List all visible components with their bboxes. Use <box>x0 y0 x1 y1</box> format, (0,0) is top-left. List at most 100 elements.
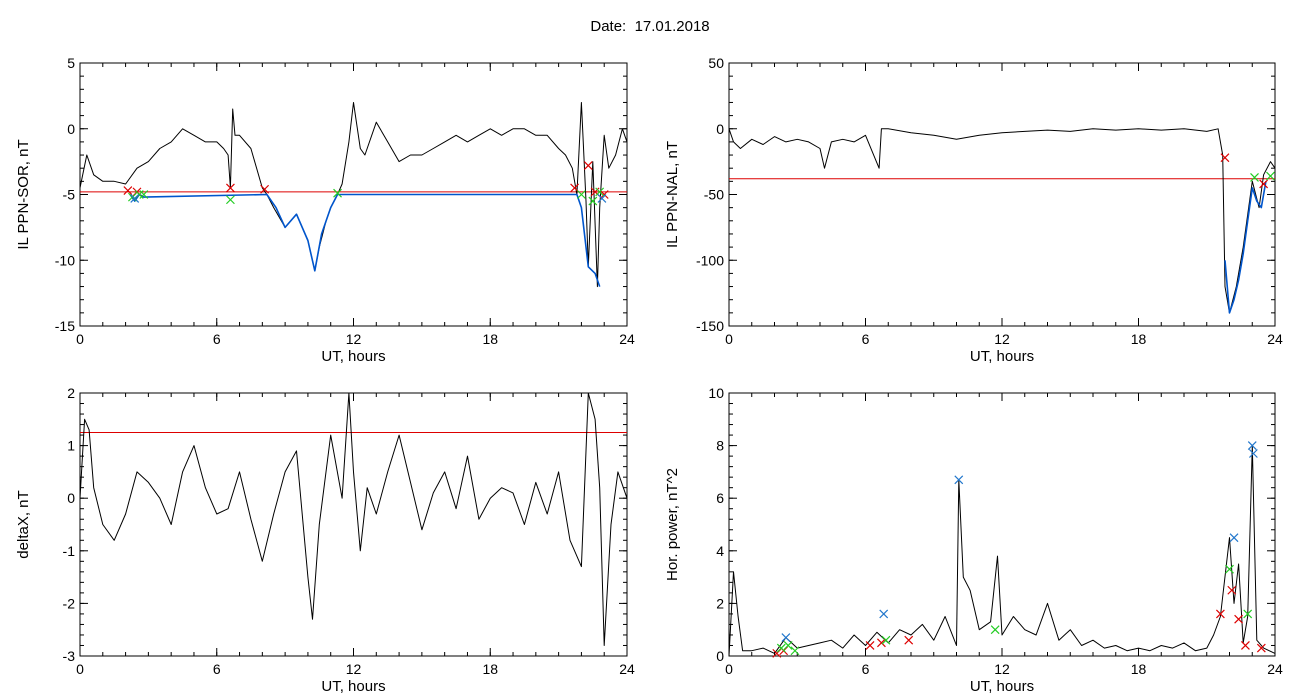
x-tick-label: 0 <box>725 331 733 347</box>
marker-green <box>139 190 149 199</box>
data-series-line <box>728 445 1276 657</box>
y-tick-label: -100 <box>696 252 724 268</box>
marker-red <box>1227 585 1237 595</box>
marker-red <box>1259 179 1269 189</box>
x-tick-label: 24 <box>1267 331 1283 347</box>
marker-red <box>583 161 593 170</box>
x-tick-label: 18 <box>1131 661 1147 677</box>
marker-green <box>595 187 605 197</box>
marker-red <box>877 638 886 648</box>
marker-green <box>1250 172 1259 182</box>
x-tick-label: 6 <box>213 331 221 347</box>
x-tick-label: 24 <box>619 661 635 677</box>
x-tick-label: 12 <box>994 331 1010 347</box>
x-tick-label: 18 <box>482 331 498 347</box>
marker-green <box>1225 564 1234 574</box>
marker-green <box>127 192 137 202</box>
marker-green <box>783 641 793 650</box>
x-tick-label: 18 <box>482 661 498 677</box>
marker-green <box>226 195 235 205</box>
x-tick-label: 12 <box>346 331 362 347</box>
date-value: 17.01.2018 <box>634 18 710 35</box>
y-tick-label: -150 <box>696 318 724 334</box>
marker-red <box>1220 153 1230 163</box>
marker-blue <box>1229 533 1239 543</box>
marker-red <box>1241 641 1250 650</box>
marker-red <box>570 183 580 193</box>
marker-blue <box>1248 449 1258 458</box>
y-tick-label: 10 <box>708 385 724 401</box>
marker-blue <box>1247 441 1257 451</box>
date-label: Date: <box>590 18 627 35</box>
marker-green <box>576 190 586 199</box>
x-tick-label: 12 <box>346 661 362 677</box>
y-tick-label: 0 <box>716 121 724 137</box>
x-tick-label: 0 <box>725 661 733 677</box>
marker-green <box>588 196 598 206</box>
y-tick-label: 6 <box>716 490 724 506</box>
marker-green <box>776 643 786 653</box>
marker-red <box>123 186 133 195</box>
marker-blue <box>130 194 140 203</box>
x-axis-label: UT, hours <box>321 348 385 365</box>
y-tick-label: -50 <box>704 187 724 203</box>
plot-frame <box>728 392 1276 657</box>
y-tick-label: 4 <box>716 543 724 559</box>
y-tick-label: -3 <box>63 648 76 664</box>
y-axis-label: IL PPN-SOR, nT <box>15 139 32 249</box>
y-axis-label: Hor. power, nT^2 <box>664 468 681 581</box>
x-axis-label: UT, hours <box>970 678 1034 695</box>
x-tick-label: 6 <box>213 661 221 677</box>
marker-red <box>226 183 235 193</box>
x-tick-label: 6 <box>862 331 870 347</box>
x-axis-label: UT, hours <box>321 678 385 695</box>
marker-blue <box>954 475 964 485</box>
data-series-line <box>1224 181 1267 314</box>
marker-red <box>865 641 875 650</box>
marker-red <box>1234 614 1244 624</box>
y-tick-label: 2 <box>716 595 724 611</box>
x-tick-label: 24 <box>619 331 635 347</box>
y-tick-label: -2 <box>63 595 76 611</box>
y-tick-label: 8 <box>716 438 724 454</box>
y-tick-label: -15 <box>55 318 75 334</box>
x-tick-label: 0 <box>76 661 84 677</box>
x-tick-label: 12 <box>994 661 1010 677</box>
x-axis-label: UT, hours <box>970 348 1034 365</box>
data-series-line <box>129 193 601 287</box>
y-tick-label: 0 <box>67 121 75 137</box>
marker-blue <box>781 633 791 643</box>
marker-red <box>1215 609 1225 619</box>
marker-green <box>333 188 342 198</box>
x-tick-label: 18 <box>1131 331 1147 347</box>
y-tick-label: 1 <box>67 438 75 454</box>
y-tick-label: 2 <box>67 385 75 401</box>
marker-green <box>1243 609 1253 619</box>
y-tick-label: 0 <box>716 648 724 664</box>
marker-blue <box>879 609 889 619</box>
marker-green <box>990 625 1000 635</box>
marker-red <box>599 190 609 199</box>
marker-red <box>904 635 914 645</box>
y-tick-label: 0 <box>67 490 75 506</box>
y-tick-label: -10 <box>55 252 75 268</box>
marker-red <box>260 184 270 194</box>
y-axis-label: deltaX, nT <box>15 490 32 558</box>
data-series-line <box>79 392 628 646</box>
y-tick-label: 50 <box>708 55 724 71</box>
y-tick-label: 5 <box>67 55 75 71</box>
marker-green <box>881 635 891 645</box>
y-tick-label: -5 <box>63 187 76 203</box>
plot-frame <box>728 62 1276 327</box>
x-tick-label: 0 <box>76 331 84 347</box>
x-tick-label: 6 <box>862 661 870 677</box>
x-tick-label: 24 <box>1267 661 1283 677</box>
marker-green <box>1266 171 1275 181</box>
marker-green <box>790 646 800 656</box>
y-axis-label: IL PPN-NAL, nT <box>664 141 681 248</box>
page-title: Date: 17.01.2018 <box>0 18 1300 35</box>
marker-blue <box>597 194 607 203</box>
marker-red <box>1256 643 1266 653</box>
y-tick-label: -1 <box>63 543 76 559</box>
